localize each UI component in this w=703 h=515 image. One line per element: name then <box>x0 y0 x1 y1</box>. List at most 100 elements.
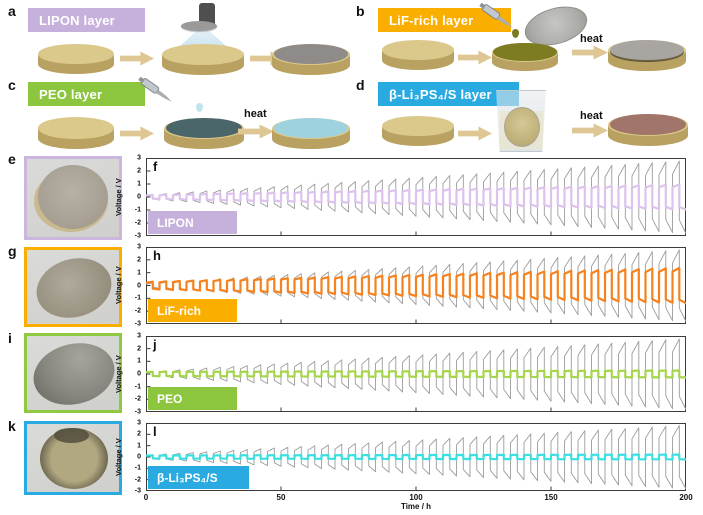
pipette-icon <box>479 2 513 28</box>
chart-panel-l: Voltage / V 3 2 1 0 -1 -2 -3 l β-Li₃PS₄/S <box>114 420 686 495</box>
bare-pellet-c <box>38 117 114 149</box>
panel-letter-l: l <box>153 424 157 439</box>
y-tick-label: -3 <box>134 320 141 328</box>
bare-pellet-d <box>382 116 454 146</box>
y-axis-tick-labels: 3 2 1 0 -1 -2 -3 <box>125 332 143 416</box>
lps-layer-label: β-Li₃PS₄/S layer <box>378 82 519 106</box>
pellet-photo-k <box>24 421 122 495</box>
lipon-coated-pellet-a <box>272 44 350 75</box>
sputter-gun-icon <box>199 3 215 24</box>
slurry-drop-icon <box>512 29 519 38</box>
voltage-cycling-plot-f <box>146 158 686 236</box>
y-axis-tick-labels: 3 2 1 0 -1 -2 -3 <box>125 419 143 495</box>
process-arrow-icon <box>120 126 154 141</box>
y-tick-label: 2 <box>137 345 141 353</box>
panel-letter-c: c <box>8 77 16 93</box>
pellet-during-sputtering-a <box>162 44 244 75</box>
panel-letter-f: f <box>153 159 158 174</box>
y-tick-label: -1 <box>134 294 141 302</box>
lps-pellet-image <box>40 428 108 489</box>
material-label-lif-rich: LiF-rich <box>148 299 237 322</box>
solution-drop-icon <box>196 103 203 112</box>
x-axis-tick-labels: 0 50 100 150 200 <box>0 493 703 503</box>
y-tick-label: -3 <box>134 232 141 240</box>
heat-arrow-icon <box>572 45 608 60</box>
chart-panel-h: Voltage / V 3 2 1 0 -1 -2 -3 h LiF-rich <box>114 244 686 328</box>
peo-layer-label: PEO layer <box>28 82 145 106</box>
y-tick-label: 2 <box>137 256 141 264</box>
x-tick-label: 150 <box>544 493 558 502</box>
wet-coated-pellet-c <box>164 118 244 149</box>
lif-coated-pellet-b <box>608 40 686 71</box>
submerged-pellet-d <box>503 106 540 147</box>
y-tick-label: -2 <box>134 476 141 484</box>
y-tick-label: 0 <box>137 453 141 461</box>
material-label-lps: β-Li₃PS₄/S <box>148 466 249 489</box>
lipon-layer-label: LIPON layer <box>28 8 145 32</box>
y-axis-tick-labels: 3 2 1 0 -1 -2 -3 <box>125 243 143 328</box>
material-label-lipon: LIPON <box>148 211 237 234</box>
panel-letter-h: h <box>153 248 161 263</box>
panel-letter-k: k <box>8 418 16 434</box>
y-axis-title: Voltage / V <box>114 438 123 476</box>
lif-pellet-image <box>29 249 119 327</box>
lipon-pellet-image <box>38 165 108 229</box>
process-arrow-icon <box>458 126 492 141</box>
panel-letter-b: b <box>356 3 365 19</box>
y-tick-label: -1 <box>134 464 141 472</box>
heat-label-c: heat <box>244 108 267 120</box>
y-tick-label: -2 <box>134 219 141 227</box>
y-tick-label: -2 <box>134 307 141 315</box>
panel-letter-a: a <box>8 3 16 19</box>
y-axis-title: Voltage / V <box>114 178 123 216</box>
pellet-photo-i <box>24 333 122 414</box>
y-axis-title: Voltage / V <box>114 266 123 305</box>
chart-panel-f: Voltage / V 3 2 1 0 -1 -2 -3 f LIPON <box>114 155 686 240</box>
pellet-photo-g <box>24 247 122 327</box>
process-arrow-icon <box>458 50 492 65</box>
process-arrow-icon <box>120 51 154 66</box>
x-tick-label: 50 <box>276 493 286 502</box>
heat-arrow-icon <box>572 123 608 138</box>
peo-coated-pellet-c <box>272 118 350 149</box>
peo-pellet-image <box>26 334 122 414</box>
y-tick-label: 3 <box>137 154 141 162</box>
y-tick-label: -1 <box>134 383 141 391</box>
y-tick-label: 3 <box>137 243 141 251</box>
pipette-icon <box>138 76 172 102</box>
x-tick-label: 200 <box>679 493 693 502</box>
y-tick-label: 0 <box>137 370 141 378</box>
voltage-cycling-plot-l <box>146 423 686 491</box>
panel-letter-e: e <box>8 151 16 167</box>
slurry-coated-pellet-b <box>492 43 558 71</box>
material-label-peo: PEO <box>148 387 237 410</box>
y-tick-label: 1 <box>137 442 141 450</box>
y-tick-label: 1 <box>137 357 141 365</box>
y-tick-label: -3 <box>134 487 141 495</box>
y-tick-label: 0 <box>137 282 141 289</box>
bare-pellet-b <box>382 40 454 70</box>
voltage-cycling-plot-h <box>146 247 686 324</box>
y-tick-label: -1 <box>134 206 141 214</box>
sputter-cap-icon <box>181 21 217 31</box>
y-tick-label: 3 <box>137 332 141 340</box>
x-axis-title: Time / h <box>400 502 432 511</box>
y-tick-label: 1 <box>137 180 141 188</box>
heat-label-d: heat <box>580 110 603 122</box>
voltage-cycling-plot-j <box>146 336 686 412</box>
beaker-icon <box>496 90 546 152</box>
y-axis-title: Voltage / V <box>114 355 123 393</box>
panel-letter-j: j <box>153 337 157 352</box>
y-tick-label: 2 <box>137 430 141 438</box>
bare-pellet-a <box>38 44 114 74</box>
x-tick-label: 0 <box>143 493 149 502</box>
lps-coated-pellet-d <box>608 114 688 146</box>
y-tick-label: 3 <box>137 419 141 427</box>
pellet-photo-e <box>24 156 122 240</box>
x-tick-label: 100 <box>409 493 423 502</box>
panel-letter-g: g <box>8 243 17 259</box>
panel-letter-d: d <box>356 77 365 93</box>
y-axis-tick-labels: 3 2 1 0 -1 -2 -3 <box>125 154 143 240</box>
y-tick-label: 0 <box>137 193 141 201</box>
